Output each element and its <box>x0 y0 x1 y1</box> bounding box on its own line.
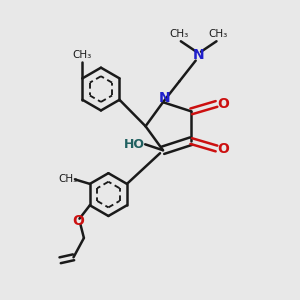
Text: O: O <box>217 142 229 155</box>
Text: O: O <box>72 214 84 228</box>
Text: N: N <box>159 91 170 105</box>
Text: HO: HO <box>124 138 145 151</box>
Text: CH₃: CH₃ <box>73 50 92 61</box>
Text: CH₃: CH₃ <box>58 174 77 184</box>
Text: N: N <box>193 48 205 62</box>
Text: CH₃: CH₃ <box>170 29 189 39</box>
Text: O: O <box>217 97 229 111</box>
Text: CH₃: CH₃ <box>208 29 228 39</box>
